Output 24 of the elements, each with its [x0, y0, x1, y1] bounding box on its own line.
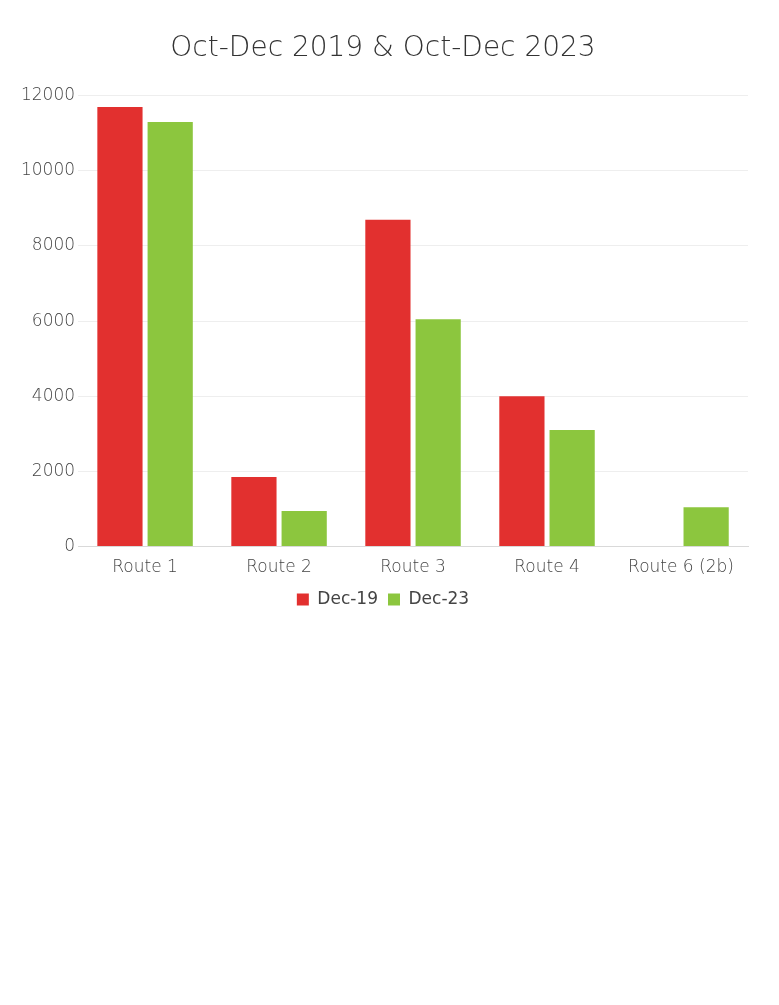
y-tick-label: 4000 — [31, 384, 76, 405]
legend-label: Dec-23 — [408, 587, 470, 608]
y-tick-label: 6000 — [31, 309, 76, 330]
bar — [415, 319, 461, 547]
y-tick-label: 8000 — [31, 234, 76, 255]
x-tick-label: Route 2 — [246, 556, 312, 577]
bar — [97, 106, 143, 547]
x-tick-label: Route 4 — [514, 556, 580, 577]
chart-title: Oct-Dec 2019 & Oct-Dec 2023 — [170, 30, 596, 64]
legend-label: Dec-19 — [317, 587, 379, 608]
x-tick-label: Route 3 — [380, 556, 446, 577]
bar — [683, 507, 729, 547]
bar — [549, 430, 595, 547]
y-tick-label: 12000 — [20, 84, 76, 105]
x-tick-label: Route 6 (2b) — [628, 556, 734, 577]
x-tick-label: Route 1 — [112, 556, 178, 577]
y-tick-label: 0 — [64, 535, 76, 556]
bar — [231, 477, 277, 547]
bar — [499, 396, 545, 547]
bar — [365, 219, 411, 547]
y-tick-label: 2000 — [31, 459, 76, 480]
bar — [147, 121, 193, 547]
y-tick-label: 10000 — [20, 159, 76, 180]
bar — [281, 510, 327, 547]
